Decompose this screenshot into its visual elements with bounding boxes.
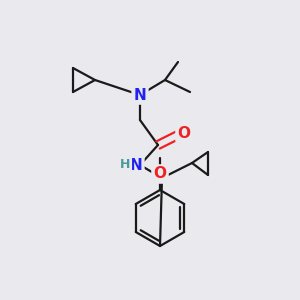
Text: H: H	[120, 158, 130, 170]
Text: O: O	[154, 167, 166, 182]
Text: N: N	[130, 158, 142, 172]
Text: O: O	[178, 125, 190, 140]
Text: N: N	[134, 88, 146, 103]
